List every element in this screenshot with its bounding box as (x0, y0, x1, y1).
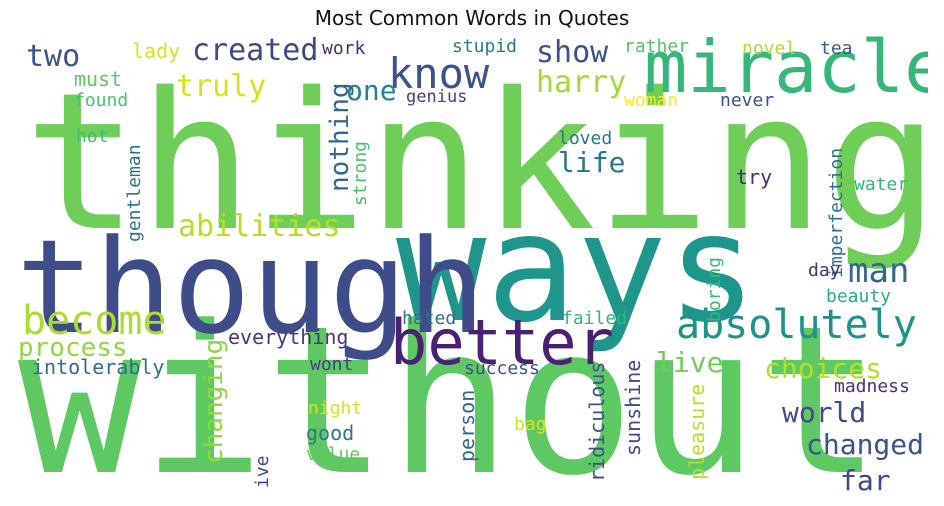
word-one: one (346, 74, 397, 107)
word-truly: truly (176, 69, 266, 104)
word-absolutely: absolutely (676, 302, 917, 348)
word-success: success (464, 358, 540, 379)
word-hated: hated (402, 308, 456, 329)
word-beauty: beauty (826, 286, 891, 307)
word-ways: ways (396, 182, 757, 356)
word-show: show (536, 36, 609, 70)
word-madness: madness (834, 376, 910, 397)
word-stupid: stupid (452, 36, 517, 57)
word-novel: novel (742, 38, 796, 59)
word-bag: bag (514, 414, 547, 435)
word-never: never (720, 90, 774, 111)
word-abilities: abilities (178, 209, 341, 244)
word-ive: ive (252, 455, 273, 488)
word-sunshine: sunshine (621, 360, 645, 456)
chart-title: Most Common Words in Quotes (314, 6, 630, 30)
word-good: good (306, 421, 354, 445)
word-live: live (656, 346, 723, 379)
word-two: two (26, 39, 80, 74)
word-ridiculous: ridiculous (585, 362, 609, 482)
word-choices: choices (764, 352, 882, 385)
word-failed: failed (562, 308, 627, 329)
word-process: process (18, 333, 128, 363)
word-water: water (854, 174, 908, 195)
word-must: must (74, 67, 122, 91)
word-boring: boring (704, 257, 725, 322)
word-person: person (455, 390, 479, 462)
word-intolerably: intolerably (32, 355, 164, 379)
word-rather: rather (624, 36, 689, 57)
word-changing: changing (199, 339, 229, 464)
word-hot: hot (76, 126, 109, 147)
word-life: life (558, 146, 625, 179)
word-genius: genius (406, 87, 467, 107)
word-without: without (18, 283, 882, 492)
word-world: world (782, 396, 866, 429)
word-thinking: thinking (24, 52, 928, 273)
word-night: night (308, 398, 362, 419)
word-changed: changed (806, 428, 924, 461)
word-wont: wont (310, 354, 353, 375)
word-far: far (840, 464, 891, 492)
word-try: try (736, 165, 772, 189)
word-found: found (74, 90, 128, 111)
word-know: know (388, 49, 490, 98)
word-woman: woman (624, 90, 678, 111)
word-cloud: without thinking ways though miracle better kn… (16, 36, 928, 492)
word-lady: lady (132, 39, 180, 63)
word-miracle: miracle (644, 36, 928, 109)
word-though: though (16, 211, 486, 363)
word-pleasure: pleasure (685, 384, 709, 480)
word-man: man (848, 251, 909, 291)
word-created: created (192, 36, 318, 68)
word-loved: loved (558, 128, 612, 149)
word-imperfection: imperfection (826, 148, 847, 278)
word-value: value (306, 444, 360, 465)
word-harry: harry (536, 65, 626, 100)
word-gentleman: gentleman (124, 144, 145, 242)
word-tea: tea (820, 38, 853, 59)
word-strong: strong (350, 141, 371, 206)
word-become: become (22, 298, 167, 344)
word-nothing: nothing (325, 82, 355, 192)
word-better: better (390, 306, 614, 379)
word-work: work (322, 38, 366, 59)
word-everything: everything (228, 325, 348, 349)
word-day: day (808, 260, 841, 281)
